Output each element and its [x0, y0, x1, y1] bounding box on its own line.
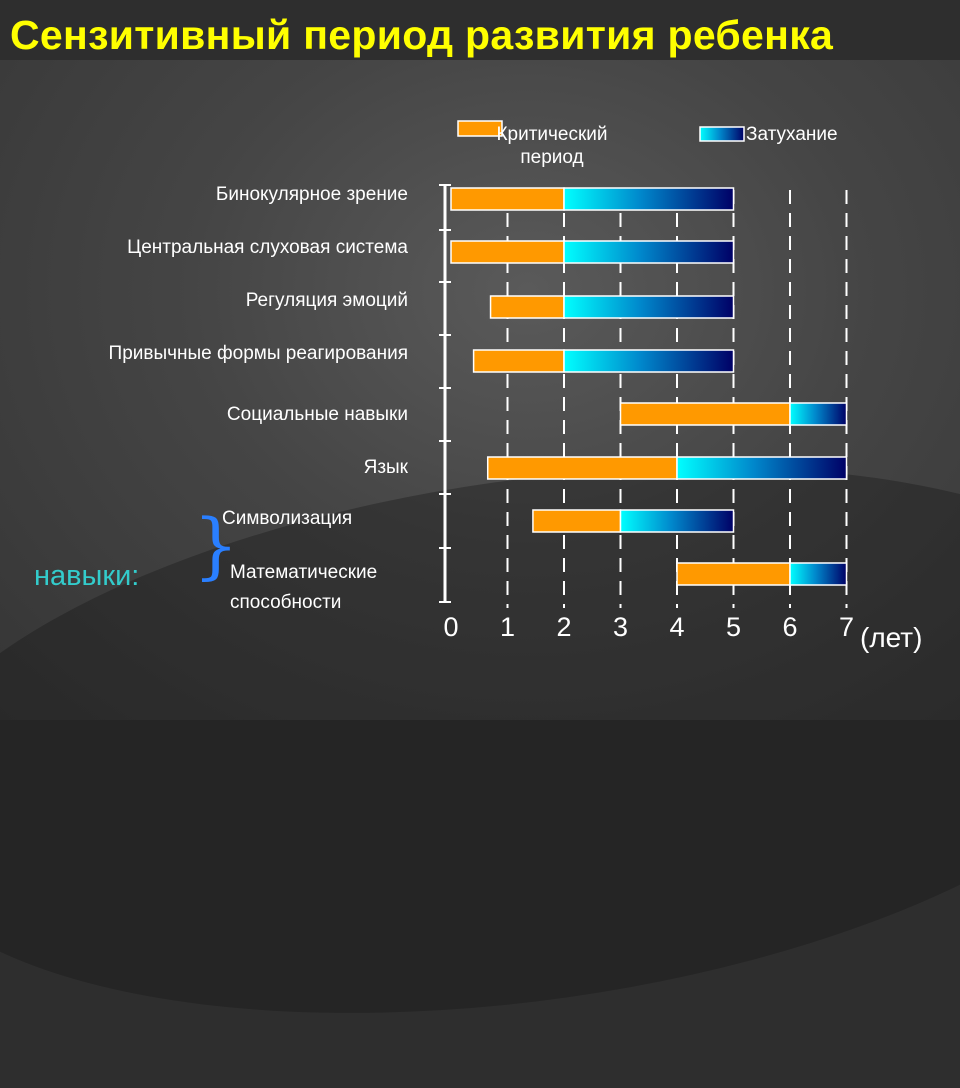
legend-critical-label: Критический период	[496, 124, 608, 168]
x-tick-label-3: 3	[612, 612, 629, 642]
legend-fading-swatch	[699, 126, 745, 142]
bar-critical-6	[532, 509, 622, 533]
bar-critical-0	[450, 187, 565, 211]
bar-fading-0	[563, 187, 735, 211]
bar-critical-1	[450, 240, 565, 264]
x-tick-label-7: 7	[838, 612, 855, 642]
bar-critical-7	[676, 562, 791, 586]
legend-critical-swatch	[457, 120, 503, 137]
row-label-binocular: Бинокулярное зрение	[215, 184, 408, 205]
bar-critical-2	[489, 295, 565, 319]
bar-fading-6	[619, 509, 735, 533]
row-label-math: Математические способности	[230, 562, 378, 613]
legend-fading-label: Затухание	[746, 124, 838, 145]
bar-fading-4	[789, 402, 848, 426]
x-tick-label-4: 4	[669, 612, 685, 642]
bar-fading-3	[563, 349, 735, 373]
bar-fading-7	[789, 562, 848, 586]
chart-area	[439, 120, 848, 608]
bar-critical-3	[472, 349, 565, 373]
background-panel	[0, 60, 960, 720]
bar-fading-5	[676, 456, 848, 480]
chart-title: Сензитивный период развития ребенка	[10, 12, 834, 58]
x-tick-label-6: 6	[782, 612, 798, 642]
bar-fading-2	[563, 295, 735, 319]
bar-critical-5	[486, 456, 678, 480]
x-tick-label-2: 2	[556, 612, 572, 642]
x-tick-label-5: 5	[725, 612, 742, 642]
skills-brace: }	[193, 503, 239, 587]
row-label-symbolization: Символизация	[222, 508, 353, 529]
row-label-emotions: Регуляция эмоций	[245, 290, 408, 311]
x-axis-unit-label: (лет)	[860, 622, 923, 653]
x-tick-label-0: 0	[443, 612, 459, 642]
row-label-language: Язык	[363, 457, 408, 478]
bar-fading-1	[563, 240, 735, 264]
row-label-reactions: Привычные формы реагирования	[108, 343, 408, 364]
row-label-auditory: Центральная слуховая система	[127, 237, 408, 258]
skills-label: навыки:	[34, 560, 140, 592]
bar-critical-4	[619, 402, 791, 426]
row-label-social: Социальные навыки	[226, 404, 408, 425]
x-tick-label-1: 1	[499, 612, 516, 642]
